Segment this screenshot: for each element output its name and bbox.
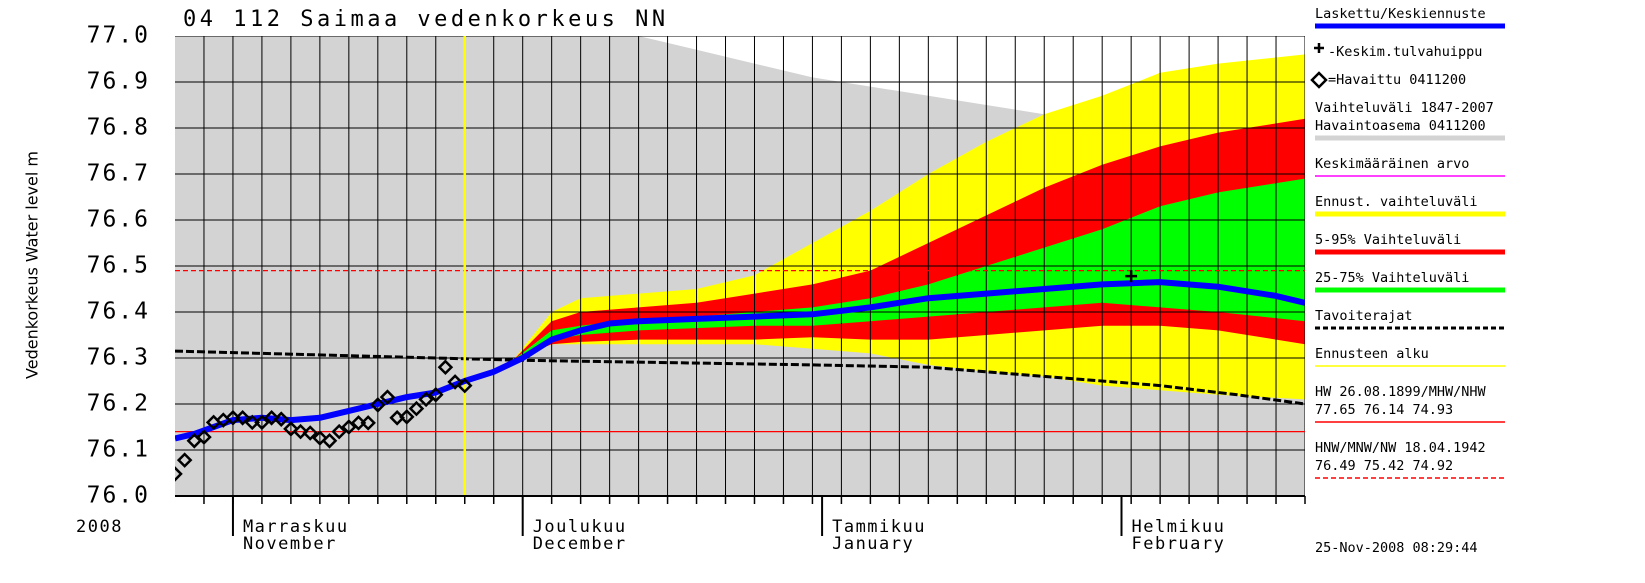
- legend-label: Tavoiterajat: [1315, 308, 1413, 324]
- legend-label: HNW/MNW/NW 18.04.1942: [1315, 440, 1486, 456]
- legend-label: Ennust. vaihteluväli: [1315, 194, 1478, 210]
- x-tick-label: Marraskuu: [243, 517, 349, 537]
- legend-label: 5-95% Vaihteluväli: [1315, 232, 1461, 248]
- legend-label: 25-75% Vaihteluväli: [1315, 270, 1469, 286]
- observed-marker: [447, 374, 463, 390]
- observed-marker: [437, 359, 454, 375]
- timestamp: 25-Nov-2008 08:29:44: [1315, 540, 1478, 556]
- observed-marker: [428, 387, 444, 403]
- legend: Laskettu/Keskiennuste -Keskim.tulvahuippu…: [1310, 6, 1505, 479]
- observed-marker: [175, 466, 183, 482]
- observed-marker: [263, 410, 280, 426]
- observed-marker: [456, 377, 473, 394]
- observed-marker: [399, 409, 415, 425]
- x-tick-label: February: [1131, 534, 1225, 554]
- legend-label: =Havaittu 0411200: [1328, 72, 1466, 88]
- y-tick-label: 76.3: [87, 345, 150, 371]
- observed-marker: [254, 414, 270, 431]
- y-tick-label: 76.9: [87, 69, 150, 95]
- observed-marker: [379, 389, 396, 405]
- observed-marker: [331, 423, 347, 440]
- legend-symbol: [1310, 71, 1328, 89]
- x-tick-label: Helmikuu: [1131, 517, 1225, 537]
- observed-marker: [408, 400, 425, 417]
- year-label: 2008: [76, 517, 123, 537]
- observed-marker: [341, 419, 357, 435]
- legend-label: 77.65 76.14 74.93: [1315, 402, 1453, 418]
- x-tick-label: January: [832, 534, 914, 554]
- y-tick-label: 76.6: [87, 207, 150, 233]
- x-tick-label: November: [243, 534, 337, 554]
- chart-title: 04 112 Saimaa vedenkorkeus NN: [183, 7, 669, 32]
- forecast-band: [513, 178, 1305, 361]
- legend-label: Keskimääräinen arvo: [1315, 156, 1469, 172]
- observed-marker: [370, 397, 386, 413]
- y-tick-label: 76.0: [87, 483, 150, 509]
- y-tick-label: 76.8: [87, 115, 150, 141]
- legend-symbol: [1314, 43, 1324, 53]
- legend-label: Ennusteen alku: [1315, 346, 1429, 362]
- y-axis-label: Vedenkorkeus Water level m: [23, 151, 42, 379]
- x-tick-label: Tammikuu: [832, 517, 926, 537]
- legend-label: -Keskim.tulvahuippu: [1328, 44, 1482, 60]
- legend-label: Vaihteluväli 1847-2007: [1315, 100, 1494, 116]
- target-line: [175, 349, 1305, 406]
- peak-marker: [1125, 270, 1138, 283]
- observed-marker: [302, 425, 318, 441]
- y-tick-label: 76.2: [87, 391, 150, 417]
- legend-label: 76.49 75.42 74.92: [1315, 458, 1453, 474]
- observed-marker: [196, 429, 212, 445]
- x-tick-label: Joulukuu: [533, 517, 627, 537]
- observed-marker: [234, 410, 251, 426]
- y-tick-label: 77.0: [87, 23, 150, 49]
- y-tick-label: 76.7: [87, 161, 150, 187]
- observed-marker: [273, 411, 290, 427]
- y-tick-label: 76.5: [87, 253, 150, 279]
- legend-label: Laskettu/Keskiennuste: [1315, 6, 1486, 22]
- y-tick-label: 76.1: [87, 437, 150, 463]
- observed-marker: [321, 433, 338, 449]
- observed-marker: [292, 423, 309, 440]
- observed-marker: [418, 391, 434, 408]
- x-tick-label: December: [533, 534, 627, 554]
- observed-marker: [360, 415, 376, 431]
- legend-label: Havaintoasema 0411200: [1315, 118, 1486, 134]
- y-tick-label: 76.4: [87, 299, 150, 325]
- plot-area: [175, 36, 1305, 496]
- axes: 76.0 76.1 76.2 76.3 76.4 76.5 76.6 76.7 76.8 76.9…: [87, 23, 1306, 554]
- legend-label: HW 26.08.1899/MHW/NHW: [1315, 384, 1487, 400]
- observed-marker: [176, 452, 193, 468]
- observed-marker: [283, 421, 299, 437]
- observed-marker: [312, 430, 328, 446]
